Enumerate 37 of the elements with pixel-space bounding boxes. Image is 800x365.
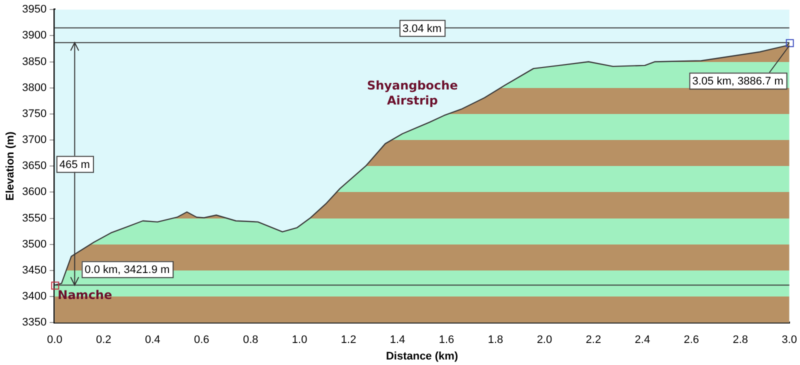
x-tick-label: 1.8 — [488, 334, 504, 346]
annotation: 0.0 km, 3421.9 m — [84, 264, 170, 276]
x-tick-label: 1.6 — [438, 334, 454, 346]
y-tick-label: 3950 — [22, 4, 47, 16]
x-tick-label: 0.6 — [194, 334, 210, 346]
y-tick-label: 3800 — [22, 82, 47, 94]
x-axis-title: Distance (km) — [386, 350, 458, 362]
y-tick-label: 3400 — [22, 290, 47, 303]
x-tick-label: 0.2 — [96, 334, 112, 346]
y-tick-label: 3550 — [22, 212, 47, 224]
y-tick-label: 3650 — [22, 160, 47, 172]
y-tick-label: 3450 — [22, 264, 47, 276]
x-tick-label: 1.2 — [340, 334, 356, 346]
x-tick-label: 2.0 — [536, 334, 552, 346]
x-tick-label: 1.4 — [390, 334, 406, 346]
x-tick-label: 2.2 — [586, 334, 602, 346]
x-tick-label: 0.4 — [144, 334, 160, 346]
y-tick-label: 3850 — [22, 56, 47, 68]
x-tick-label: 2.8 — [732, 334, 748, 346]
y-tick-label: 3600 — [22, 186, 47, 198]
annotation: Shyangboche Airstrip — [366, 78, 458, 108]
y-tick-label: 3500 — [22, 238, 47, 250]
y-axis-title: Elevation (m) — [4, 131, 17, 201]
x-tick-label: 2.4 — [634, 334, 650, 346]
x-tick-label: 0.0 — [47, 334, 62, 346]
x-tick-label: 2.6 — [684, 334, 700, 346]
ref-line-label: 3.04 km — [402, 22, 442, 35]
annotation: Namche — [58, 288, 112, 302]
x-tick-label: 3.0 — [782, 334, 798, 346]
x-tick-label: 0.8 — [242, 334, 258, 346]
annotation: 3.05 km, 3886.7 m — [692, 76, 784, 88]
annotation: 465 m — [59, 158, 90, 171]
y-tick-label: 3700 — [22, 134, 47, 146]
y-tick-label: 3750 — [22, 108, 47, 120]
y-tick-label: 3350 — [22, 316, 47, 329]
y-tick-label: 3900 — [22, 30, 47, 42]
x-tick-label: 1.0 — [292, 334, 308, 346]
